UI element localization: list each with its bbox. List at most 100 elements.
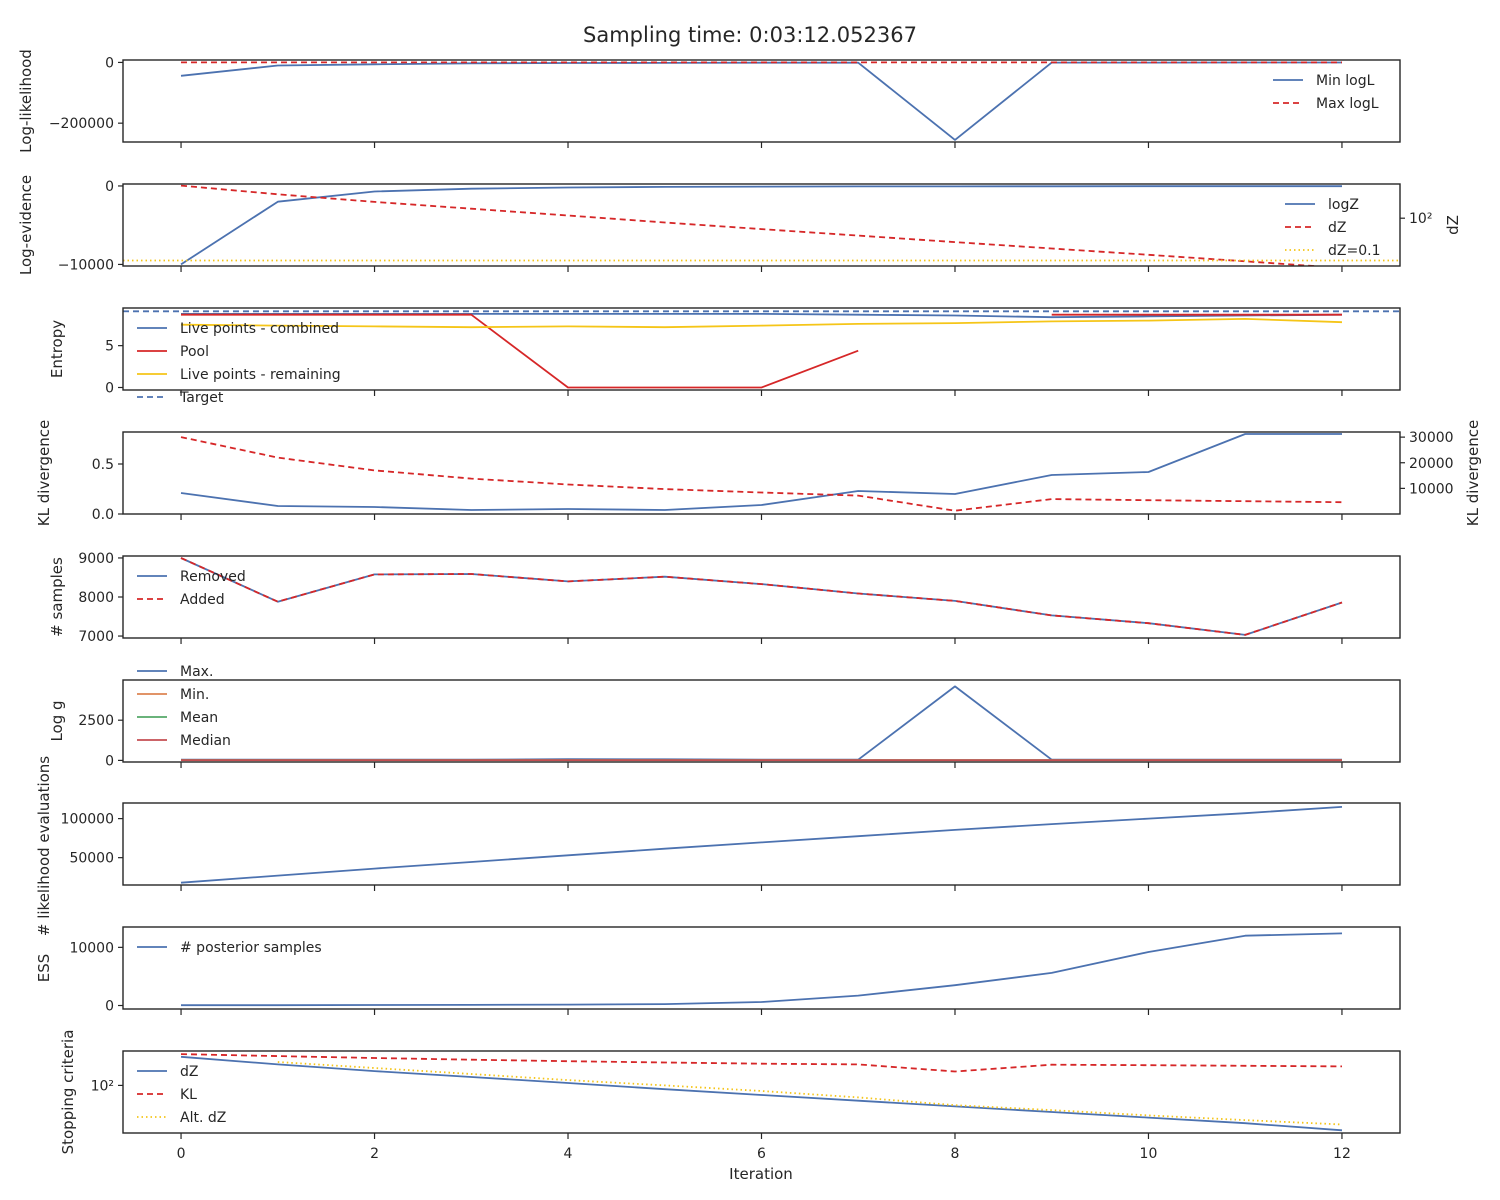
- panel-stopping: 10² 0 2 4 6 8 10 12 Stopping criteria dZ KL Alt. dZ: [59, 1030, 1401, 1162]
- legend: Min logL Max logL: [1273, 73, 1379, 112]
- y-tick-label: 5: [105, 339, 114, 355]
- legend-label: logZ: [1328, 197, 1359, 213]
- x-axis-label: Iteration: [729, 1165, 793, 1183]
- series-group: [181, 685, 1342, 762]
- y-axis-label: # likelihood evaluations: [35, 756, 53, 936]
- legend-label: Max logL: [1316, 96, 1379, 112]
- legend-label: Live points - combined: [180, 321, 339, 337]
- series-line-min-logl: [180, 61, 1342, 141]
- panel-samples: 7000 8000 9000 # samples Removed Added: [48, 551, 1401, 645]
- series-line-pool: [181, 313, 1342, 389]
- y-tick-label: 7000: [78, 629, 114, 645]
- series-line-alt-dz: [277, 1061, 1343, 1126]
- series-group: [123, 184, 1400, 266]
- panel-logevidence: 0 −10000 10² Log-evidence dZ logZ dZ dZ=0.1: [17, 175, 1462, 275]
- panel-loglikelihood: 0 −200000 Log-likelihood Min logL Max logL: [17, 49, 1401, 153]
- series-group: [181, 932, 1343, 1007]
- y-tick-label: 0: [105, 380, 114, 396]
- y-tick-label: 10000: [69, 940, 114, 956]
- y-axis-label: Log-evidence: [17, 175, 35, 275]
- y-axis-label: KL divergence: [35, 420, 53, 526]
- legend-label: # posterior samples: [180, 940, 322, 956]
- series-line-max-: [181, 685, 1342, 761]
- legend-label: dZ=0.1: [1328, 243, 1380, 259]
- axes-frame: [122, 555, 1401, 639]
- panel-evals: 50000 100000 # likelihood evaluations: [35, 756, 1401, 936]
- x-tick-label: 6: [757, 1146, 766, 1162]
- y2-tick-label: 30000: [1409, 430, 1454, 446]
- y2-axis-label: KL divergence: [1464, 420, 1482, 526]
- y-tick-label: 100000: [61, 812, 114, 828]
- y-tick-label: 50000: [69, 851, 114, 867]
- y-tick-label: 8000: [78, 590, 114, 606]
- series-line-dz: [180, 184, 1327, 266]
- x-tick-label: 10: [1140, 1146, 1158, 1162]
- panels: 0 −200000 Log-likelihood Min logL Max logL 0 −…: [17, 49, 1482, 1162]
- legend: Live points - combined Pool Live points - …: [137, 321, 341, 406]
- series-group: [180, 1053, 1343, 1132]
- legend: logZ dZ dZ=0.1: [1285, 197, 1380, 259]
- legend-label: Min logL: [1316, 73, 1375, 89]
- series-line-kl: [180, 1053, 1343, 1073]
- y-axis-label: Log-likelihood: [17, 49, 35, 153]
- y-axis-label: Log g: [48, 700, 66, 741]
- series-line-0: [180, 806, 1343, 884]
- axes-frame: [122, 59, 1401, 143]
- y-tick-label: 9000: [78, 551, 114, 567]
- series-line-1: [180, 436, 1343, 512]
- series-line-dz: [180, 1055, 1343, 1132]
- y-axis-label: ESS: [35, 954, 53, 983]
- legend-label: dZ: [180, 1064, 198, 1080]
- legend: # posterior samples: [137, 940, 322, 956]
- legend-label: Pool: [180, 344, 209, 360]
- legend-label: Max.: [180, 664, 213, 680]
- series-line-logz: [180, 185, 1342, 266]
- legend-label: Live points - remaining: [180, 367, 341, 383]
- series-group: [180, 806, 1343, 884]
- series-line-0: [180, 433, 1342, 511]
- legend-label: KL: [180, 1087, 197, 1103]
- series-line-removed: [180, 557, 1343, 636]
- series-group: [180, 433, 1343, 512]
- x-tick-label: 2: [370, 1146, 379, 1162]
- y-tick-label: 0: [105, 999, 114, 1015]
- x-tick-label: 12: [1333, 1146, 1351, 1162]
- panel-kl: 0.0 0.5 10000 20000 30000 KL divergence KL div…: [35, 420, 1482, 526]
- series-group: [180, 557, 1343, 636]
- y-tick-label: 0: [105, 55, 114, 71]
- legend: Max. Min. Mean Median: [137, 664, 231, 749]
- y-tick-label: 10²: [91, 1078, 114, 1094]
- axes-frame: [122, 679, 1401, 763]
- y-tick-label: 0: [105, 179, 114, 195]
- series-line-added: [180, 557, 1343, 636]
- x-tick-label: 0: [177, 1146, 186, 1162]
- y-tick-label: 0.0: [92, 507, 114, 523]
- legend-label: Added: [180, 592, 225, 608]
- y2-tick-label: 20000: [1409, 456, 1454, 472]
- series-group: [123, 310, 1400, 389]
- series-group: [180, 61, 1342, 141]
- x-tick-label: 4: [564, 1146, 573, 1162]
- y2-axis-label: dZ: [1444, 215, 1462, 235]
- y-tick-label: 0: [105, 753, 114, 769]
- y-axis-label: Entropy: [48, 320, 66, 378]
- legend-label: Removed: [180, 569, 246, 585]
- y-tick-label: 0.5: [92, 457, 114, 473]
- y-tick-label: −200000: [49, 116, 114, 132]
- y-tick-label: 2500: [78, 713, 114, 729]
- panel-logg: 0 2500 Log g Max. Min. Mean Median: [48, 664, 1401, 769]
- panel-ess: 0 10000 ESS # posterior samples: [35, 926, 1401, 1015]
- legend-label: Min.: [180, 687, 209, 703]
- x-tick-label: 8: [951, 1146, 960, 1162]
- y-axis-label: # samples: [48, 557, 66, 637]
- y-tick-label: −10000: [58, 257, 114, 273]
- legend-label: Target: [179, 390, 224, 406]
- legend-label: Alt. dZ: [180, 1110, 226, 1126]
- y2-tick-label: 10000: [1409, 481, 1454, 497]
- legend: dZ KL Alt. dZ: [137, 1064, 226, 1126]
- legend-label: dZ: [1328, 220, 1346, 236]
- series-line-live-points-remaining: [180, 318, 1343, 329]
- legend-label: Mean: [180, 710, 218, 726]
